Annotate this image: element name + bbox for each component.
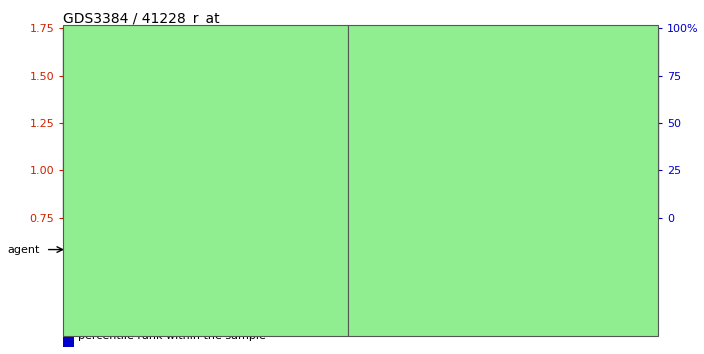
Point — [177, 158, 189, 164]
Bar — [481, 136, 495, 218]
Bar — [151, 201, 165, 218]
Point — [329, 139, 341, 145]
Point — [406, 67, 417, 73]
Point — [584, 73, 596, 79]
Text: GSM283137: GSM283137 — [458, 225, 467, 276]
Text: percentile rank within the sample: percentile rank within the sample — [78, 331, 266, 341]
Point — [228, 149, 239, 154]
Text: GSM283145: GSM283145 — [280, 225, 289, 275]
Bar — [176, 142, 190, 218]
Point — [457, 63, 468, 69]
Text: GSM283132: GSM283132 — [127, 225, 137, 276]
Bar — [74, 114, 88, 218]
Text: GSM283144: GSM283144 — [585, 225, 594, 275]
Point — [508, 149, 519, 154]
Text: GSM283133: GSM283133 — [432, 225, 441, 276]
Bar — [379, 208, 394, 218]
Text: GSM283139: GSM283139 — [484, 225, 492, 276]
Text: GSM283146: GSM283146 — [610, 225, 620, 276]
Point — [203, 158, 214, 164]
Text: GSM283131: GSM283131 — [407, 225, 416, 276]
Text: GSM283140: GSM283140 — [509, 225, 518, 275]
Bar — [252, 195, 266, 218]
Bar — [430, 216, 444, 218]
Point — [635, 31, 646, 37]
Bar — [506, 202, 520, 218]
Bar — [354, 210, 367, 218]
Text: GSM283128: GSM283128 — [356, 225, 365, 276]
Point — [152, 158, 163, 164]
Bar — [99, 201, 113, 218]
Text: GSM283147: GSM283147 — [306, 225, 315, 276]
Text: GSM283136: GSM283136 — [203, 225, 213, 276]
Text: GSM283143: GSM283143 — [560, 225, 569, 276]
Text: agent: agent — [7, 245, 39, 255]
Bar — [303, 195, 317, 218]
Bar — [634, 123, 648, 218]
Point — [533, 67, 544, 73]
Point — [127, 35, 138, 41]
Point — [356, 124, 367, 130]
Bar — [63, 293, 74, 315]
Text: GSM283141: GSM283141 — [534, 225, 543, 275]
Text: GSM283130: GSM283130 — [382, 225, 391, 276]
Bar — [583, 138, 596, 218]
Point — [279, 86, 290, 92]
Bar — [201, 201, 215, 218]
Bar — [277, 161, 291, 218]
Point — [610, 120, 621, 126]
Point — [101, 158, 112, 164]
Point — [75, 48, 87, 54]
Bar — [227, 201, 241, 218]
Point — [558, 86, 570, 92]
Text: GSM283149: GSM283149 — [636, 225, 645, 275]
Bar — [455, 138, 470, 218]
Bar — [328, 193, 342, 218]
Bar — [557, 184, 571, 218]
Text: GSM283129: GSM283129 — [102, 225, 111, 275]
Text: GSM283135: GSM283135 — [178, 225, 187, 276]
Text: celecoxib: celecoxib — [176, 171, 235, 183]
Point — [432, 152, 443, 158]
Bar — [608, 161, 622, 218]
Text: GSM283138: GSM283138 — [230, 225, 238, 276]
Point — [482, 54, 494, 59]
Text: GDS3384 / 41228_r_at: GDS3384 / 41228_r_at — [63, 12, 220, 26]
Text: GSM283148: GSM283148 — [331, 225, 340, 276]
Point — [381, 158, 392, 164]
Text: transformed count: transformed count — [78, 299, 182, 309]
Text: GSM283142: GSM283142 — [255, 225, 263, 275]
Text: GSM283127: GSM283127 — [77, 225, 86, 276]
Point — [304, 145, 315, 150]
Bar — [405, 138, 419, 218]
Bar — [125, 28, 139, 218]
Text: control: control — [482, 171, 524, 183]
Bar — [532, 142, 546, 218]
Point — [253, 145, 265, 150]
Bar — [63, 325, 74, 347]
Text: GSM283134: GSM283134 — [153, 225, 162, 276]
